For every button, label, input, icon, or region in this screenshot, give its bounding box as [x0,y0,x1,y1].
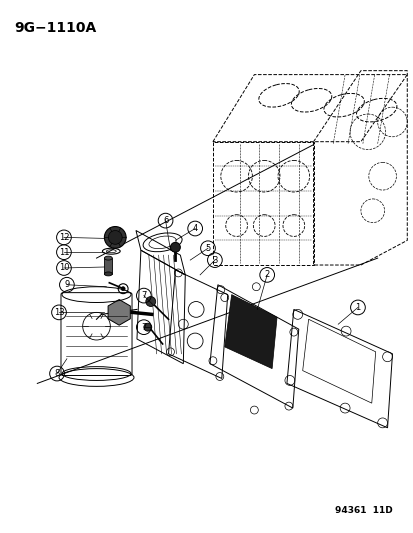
Text: 13: 13 [54,308,64,317]
Text: 12: 12 [59,233,69,242]
Circle shape [170,243,180,252]
Text: 94361  11D: 94361 11D [334,506,392,515]
Text: 7: 7 [141,291,146,300]
Text: 2: 2 [264,270,269,279]
Text: 10: 10 [59,263,69,272]
Circle shape [145,296,155,306]
Text: 6: 6 [162,216,168,225]
Circle shape [108,230,122,244]
Text: 9G−1110A: 9G−1110A [14,21,97,35]
Text: 11: 11 [59,248,69,257]
Text: 7: 7 [141,322,146,332]
Circle shape [104,227,126,248]
Text: 3: 3 [212,256,217,264]
Text: 1: 1 [354,303,360,312]
Text: 4: 4 [192,224,197,233]
Text: 9: 9 [64,280,69,289]
Text: 8: 8 [54,369,59,378]
Polygon shape [108,300,130,325]
Polygon shape [224,295,276,369]
Ellipse shape [104,256,112,260]
Circle shape [143,323,152,331]
Ellipse shape [104,272,112,276]
Circle shape [121,287,125,290]
Bar [104,258,112,274]
Text: 5: 5 [205,244,210,253]
